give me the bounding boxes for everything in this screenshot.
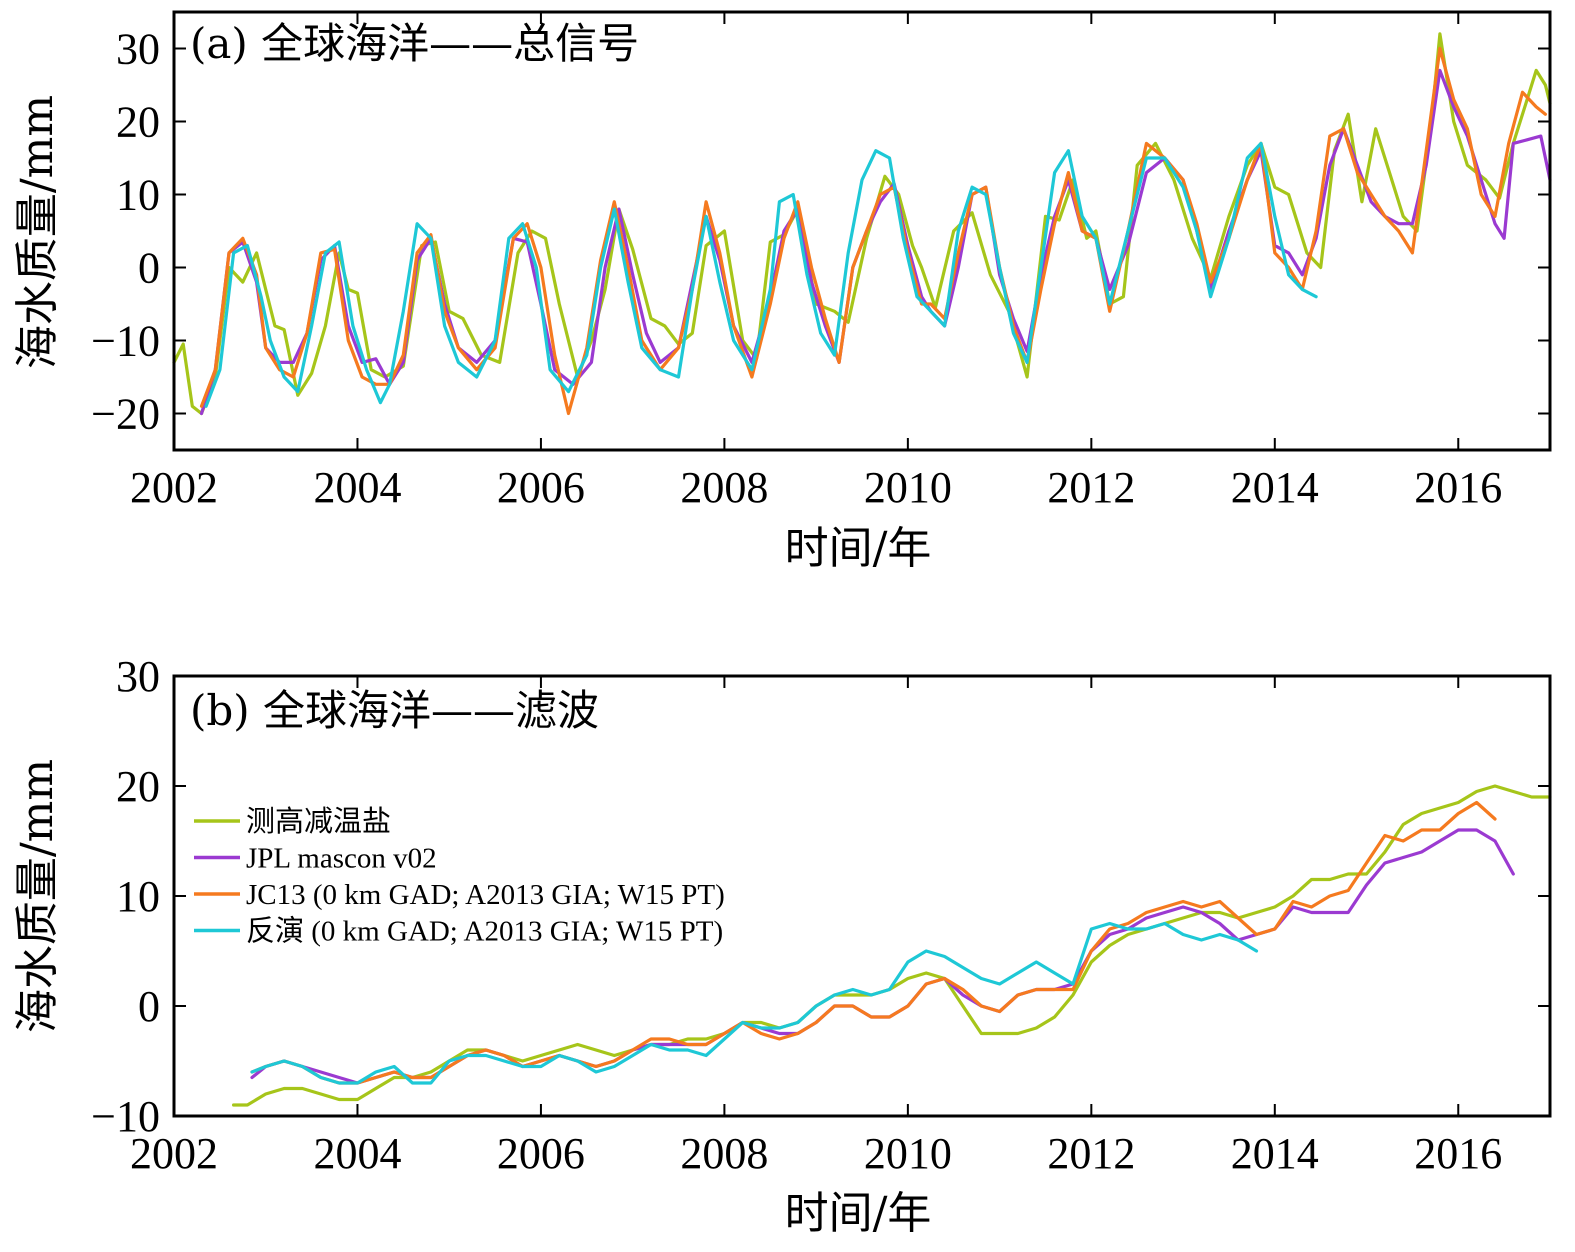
panel-a-ticks: 2002 2004 2006 2008 2010 2012 2014 2016 −20 −10 0 1… (91, 12, 1550, 512)
x-tick-label: 2008 (680, 463, 768, 512)
series-line-inversion (250, 921, 1259, 1085)
legend-label-inversion: 反演 (0 km GAD; A2013 GIA; W15 PT) (246, 915, 723, 948)
x-tick-label: 2006 (497, 463, 585, 512)
x-tick-label: 2010 (864, 1129, 952, 1178)
panel-a-frame (172, 10, 1552, 452)
series-line-inversion (204, 141, 1318, 408)
x-tick-label: 2014 (1231, 463, 1319, 512)
x-tick-label: 2004 (313, 463, 401, 512)
y-tick-label: 30 (116, 652, 160, 701)
panel-a-series (172, 32, 1552, 416)
panel-b-series (232, 784, 1552, 1107)
x-tick-label: 2016 (1414, 1129, 1502, 1178)
x-tick-label: 2012 (1047, 1129, 1135, 1178)
x-tick-label: 2016 (1414, 463, 1502, 512)
y-tick-label: 30 (116, 25, 160, 74)
legend-label-jpl_mascon: JPL mascon v02 (246, 843, 437, 875)
y-tick-label: 10 (116, 872, 160, 921)
panel-b-legend: 测高减温盐 JPL mascon v02 JC13 (0 km GAD; A2013… (194, 805, 725, 948)
panel-a-ylabel: 海水质量/mm (12, 95, 63, 369)
y-tick-label: −10 (91, 1092, 160, 1141)
legend-label-jc13: JC13 (0 km GAD; A2013 GIA; W15 PT) (246, 879, 725, 911)
series-line-altimetry_minus_steric (172, 32, 1552, 416)
x-tick-label: 2002 (130, 463, 218, 512)
x-tick-label: 2010 (864, 463, 952, 512)
panel-b-title: (b) 全球海洋——滤波 (190, 686, 599, 735)
series-line-jc13 (199, 46, 1548, 416)
panel-a: 2002 2004 2006 2008 2010 2012 2014 2016 −20 −10 0 1… (12, 10, 1552, 574)
x-tick-label: 2004 (313, 1129, 401, 1178)
x-tick-label: 2012 (1047, 463, 1135, 512)
x-tick-label: 2008 (680, 1129, 768, 1178)
panel-b: 2002 2004 2006 2008 2010 2012 2014 2016 −10 0 10 20… (12, 652, 1552, 1239)
series-line-jc13 (250, 800, 1497, 1085)
panel-a-title: (a) 全球海洋——总信号 (190, 19, 639, 68)
y-tick-label: 20 (116, 98, 160, 147)
y-tick-label: 0 (138, 244, 160, 293)
x-tick-label: 2014 (1231, 1129, 1319, 1178)
panel-b-ylabel: 海水质量/mm (12, 759, 63, 1033)
y-tick-label: 0 (138, 982, 160, 1031)
panel-b-ticks: 2002 2004 2006 2008 2010 2012 2014 2016 −10 0 10 20… (91, 652, 1550, 1178)
x-tick-label: 2002 (130, 1129, 218, 1178)
y-tick-label: 10 (116, 171, 160, 220)
panel-a-xlabel: 时间/年 (785, 523, 932, 574)
y-tick-label: −20 (91, 390, 160, 439)
panel-b-xlabel: 时间/年 (785, 1188, 932, 1239)
x-tick-label: 2006 (497, 1129, 585, 1178)
legend-label-altimetry_minus_steric: 测高减温盐 (246, 805, 391, 838)
y-tick-label: 20 (116, 762, 160, 811)
y-tick-label: −10 (91, 317, 160, 366)
